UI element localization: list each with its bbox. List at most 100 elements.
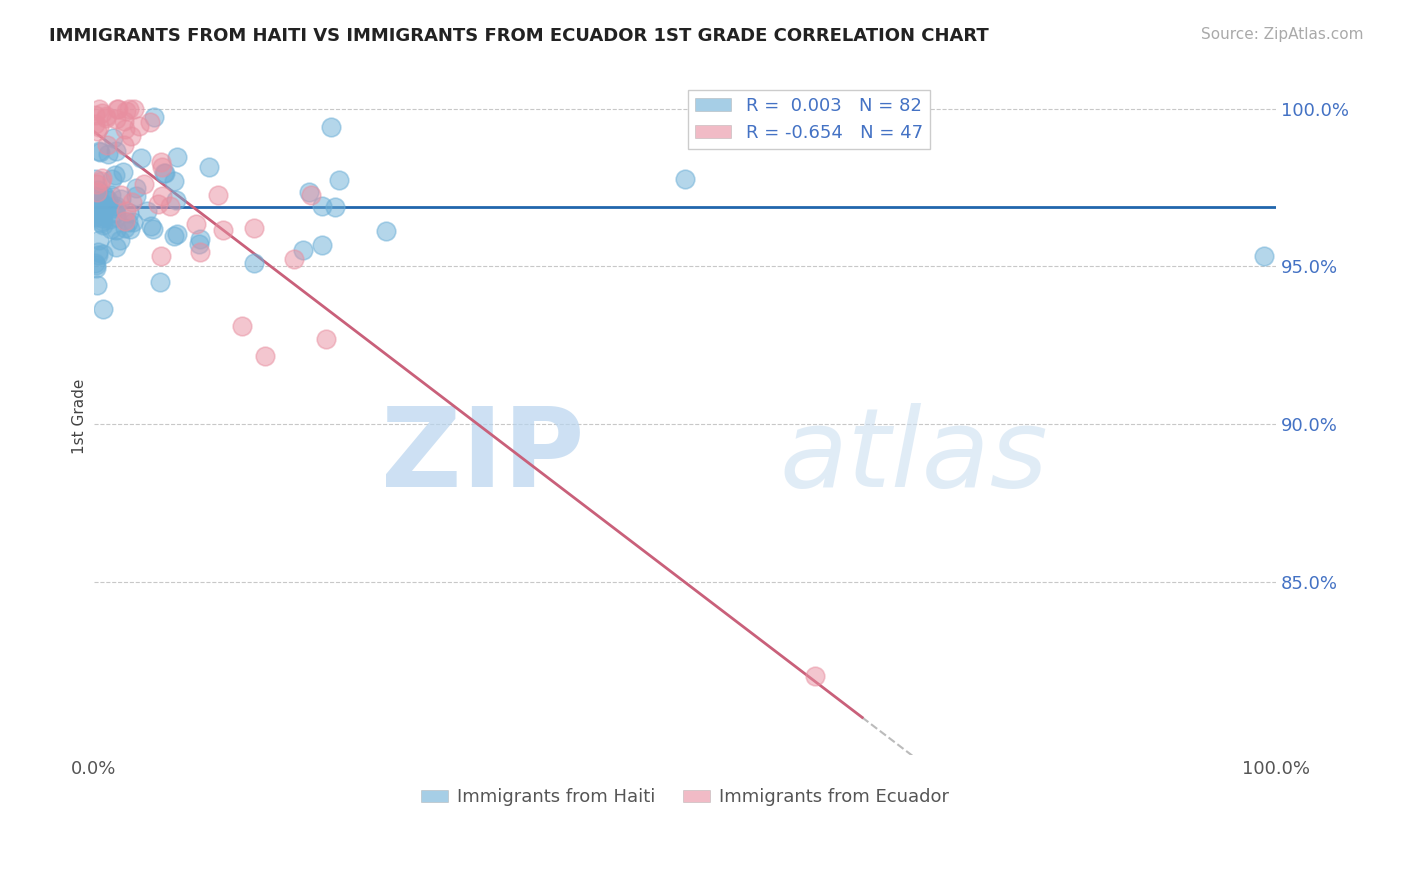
Point <box>86 177 108 191</box>
Point <box>117 215 139 229</box>
Point <box>120 222 142 236</box>
Point <box>328 173 350 187</box>
Point <box>120 129 142 144</box>
Point <box>84 210 107 224</box>
Point <box>283 252 305 266</box>
Point <box>86 258 108 272</box>
Point <box>159 199 181 213</box>
Point <box>114 220 136 235</box>
Point <box>105 112 128 127</box>
Point <box>134 177 156 191</box>
Point <box>83 189 105 203</box>
Point <box>104 210 127 224</box>
Point <box>299 188 322 202</box>
Point <box>87 244 110 259</box>
Point <box>114 104 136 119</box>
Point <box>153 166 176 180</box>
Point <box>83 117 105 131</box>
Text: atlas: atlas <box>779 403 1047 510</box>
Point <box>91 211 114 225</box>
Point <box>108 233 131 247</box>
Point <box>104 144 127 158</box>
Point <box>374 224 396 238</box>
Point <box>243 256 266 270</box>
Point <box>150 189 173 203</box>
Point <box>91 209 114 223</box>
Point <box>253 349 276 363</box>
Point <box>118 205 141 219</box>
Point <box>110 187 132 202</box>
Point <box>162 229 184 244</box>
Point <box>673 172 696 186</box>
Point <box>104 240 127 254</box>
Point <box>125 189 148 203</box>
Point <box>86 124 108 138</box>
Point <box>319 120 342 134</box>
Point <box>153 166 176 180</box>
Point <box>94 190 117 204</box>
Point <box>89 145 111 159</box>
Y-axis label: 1st Grade: 1st Grade <box>72 378 87 454</box>
Point <box>197 160 219 174</box>
Point <box>291 243 314 257</box>
Point <box>91 247 114 261</box>
Point <box>87 248 110 262</box>
Point <box>84 261 107 276</box>
Point <box>91 218 114 232</box>
Point <box>97 147 120 161</box>
Point <box>96 137 118 152</box>
Point <box>90 174 112 188</box>
Legend: Immigrants from Haiti, Immigrants from Ecuador: Immigrants from Haiti, Immigrants from E… <box>413 781 956 814</box>
Point <box>86 185 108 199</box>
Point <box>124 102 146 116</box>
Point <box>231 318 253 333</box>
Point <box>87 196 110 211</box>
Point <box>84 204 107 219</box>
Point <box>121 194 143 209</box>
Point <box>87 204 110 219</box>
Point <box>84 190 107 204</box>
Point <box>188 237 211 252</box>
Point <box>107 102 129 116</box>
Point <box>143 110 166 124</box>
Point <box>100 187 122 202</box>
Point <box>100 221 122 235</box>
Point <box>87 191 110 205</box>
Point <box>87 183 110 197</box>
Point <box>207 187 229 202</box>
Point <box>86 202 108 217</box>
Point <box>86 277 108 292</box>
Point <box>112 138 135 153</box>
Point <box>139 115 162 129</box>
Point <box>131 152 153 166</box>
Point <box>104 201 127 215</box>
Point <box>298 185 321 199</box>
Point <box>163 174 186 188</box>
Point <box>311 237 333 252</box>
Point <box>188 232 211 246</box>
Point <box>150 160 173 174</box>
Point <box>101 131 124 145</box>
Point <box>124 180 146 194</box>
Point <box>139 219 162 233</box>
Point <box>311 199 333 213</box>
Point <box>166 193 188 207</box>
Point <box>149 276 172 290</box>
Point <box>114 214 136 228</box>
Point <box>93 189 115 203</box>
Point <box>166 227 188 242</box>
Text: IMMIGRANTS FROM HAITI VS IMMIGRANTS FROM ECUADOR 1ST GRADE CORRELATION CHART: IMMIGRANTS FROM HAITI VS IMMIGRANTS FROM… <box>49 27 988 45</box>
Point <box>90 216 112 230</box>
Point <box>100 171 122 186</box>
Point <box>114 121 136 136</box>
Point <box>804 669 827 683</box>
Point <box>136 203 159 218</box>
Point <box>150 249 173 263</box>
Point <box>105 199 128 213</box>
Point <box>166 150 188 164</box>
Point <box>104 205 127 219</box>
Point <box>315 332 337 346</box>
Point <box>91 214 114 228</box>
Point <box>104 168 127 182</box>
Point <box>83 107 105 121</box>
